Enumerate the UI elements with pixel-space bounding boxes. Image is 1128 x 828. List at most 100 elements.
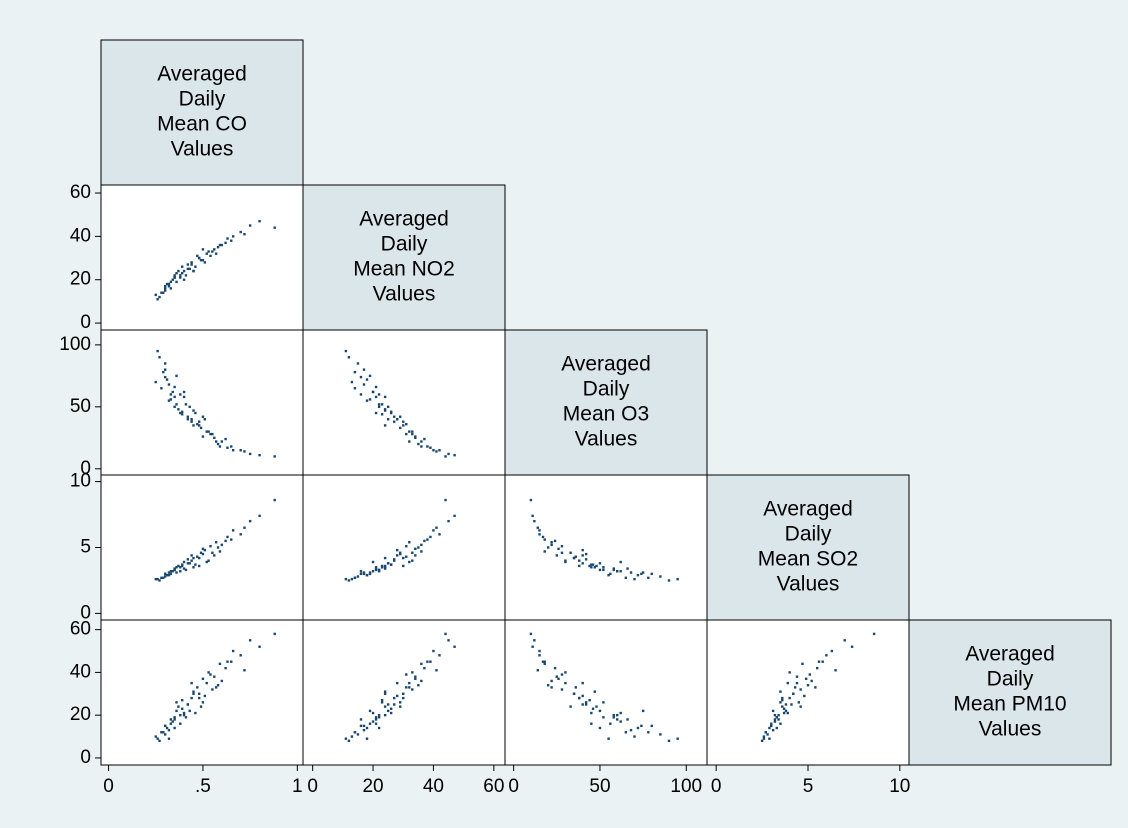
point	[190, 418, 193, 421]
point	[199, 426, 203, 430]
point	[211, 688, 214, 691]
variable-label: Averaged	[157, 63, 247, 86]
point	[230, 660, 233, 663]
point	[399, 705, 402, 708]
point	[676, 737, 679, 740]
point	[188, 405, 191, 409]
point	[177, 269, 180, 273]
point	[420, 550, 423, 553]
point	[402, 556, 405, 560]
point	[550, 541, 553, 544]
point	[173, 726, 176, 730]
point	[180, 707, 184, 710]
y-tick-label: 10	[70, 471, 91, 492]
point	[797, 701, 801, 704]
point	[647, 731, 650, 734]
label-box	[100, 39, 304, 186]
point	[590, 722, 593, 725]
point	[396, 554, 399, 557]
point	[207, 671, 210, 674]
point	[231, 649, 235, 653]
point	[353, 576, 357, 580]
point	[386, 703, 390, 706]
point	[435, 526, 438, 529]
y-tick-label: 100	[59, 334, 91, 355]
point	[368, 571, 372, 574]
point	[760, 739, 764, 743]
point	[248, 224, 252, 227]
point	[224, 666, 227, 670]
point	[593, 690, 596, 693]
point	[557, 547, 560, 551]
point	[411, 688, 414, 691]
point	[383, 556, 387, 560]
point	[843, 639, 846, 642]
point	[165, 282, 169, 286]
point	[392, 420, 396, 423]
point	[626, 567, 629, 570]
label-box	[302, 184, 506, 331]
point	[226, 446, 229, 449]
plot-cell	[504, 619, 708, 766]
point	[347, 739, 351, 743]
variable-label: Daily	[179, 88, 226, 111]
point	[420, 543, 423, 547]
point	[817, 660, 821, 663]
point	[414, 435, 417, 438]
x-tick-label: 0	[307, 776, 318, 797]
point	[347, 356, 351, 359]
point	[344, 577, 348, 581]
y-tick-label: 60	[70, 182, 91, 203]
point	[396, 418, 399, 421]
point	[214, 252, 218, 255]
point	[182, 560, 186, 564]
variable-label: Mean O3	[563, 403, 649, 426]
point	[226, 237, 229, 240]
point	[192, 566, 195, 569]
point	[258, 514, 261, 518]
point	[788, 671, 791, 674]
point	[163, 733, 167, 736]
y-tick-label: 20	[70, 704, 91, 725]
point	[224, 539, 227, 543]
point	[411, 559, 414, 562]
point	[536, 669, 540, 672]
point	[197, 564, 201, 568]
point	[175, 571, 178, 574]
point	[205, 430, 208, 433]
point	[770, 724, 773, 728]
point	[188, 709, 191, 713]
point	[273, 632, 276, 636]
point	[383, 567, 387, 570]
point	[216, 246, 220, 249]
point	[377, 716, 381, 719]
point	[444, 498, 447, 502]
point	[444, 455, 447, 458]
point	[766, 733, 769, 736]
point	[598, 709, 602, 713]
point	[180, 563, 184, 566]
point	[192, 690, 195, 693]
point	[365, 737, 369, 740]
point	[179, 713, 182, 717]
point	[435, 669, 438, 672]
point	[184, 716, 188, 719]
point	[180, 698, 184, 702]
point	[453, 514, 456, 518]
point	[214, 440, 218, 443]
point	[167, 728, 171, 732]
point	[213, 554, 216, 557]
point	[173, 395, 176, 399]
point	[167, 285, 171, 288]
point	[414, 554, 417, 557]
point	[447, 452, 450, 456]
point	[230, 445, 233, 448]
point	[177, 564, 180, 568]
point	[593, 566, 596, 569]
point	[806, 684, 810, 687]
point	[423, 666, 426, 670]
point	[636, 573, 640, 577]
point	[371, 570, 375, 573]
point	[162, 576, 165, 580]
